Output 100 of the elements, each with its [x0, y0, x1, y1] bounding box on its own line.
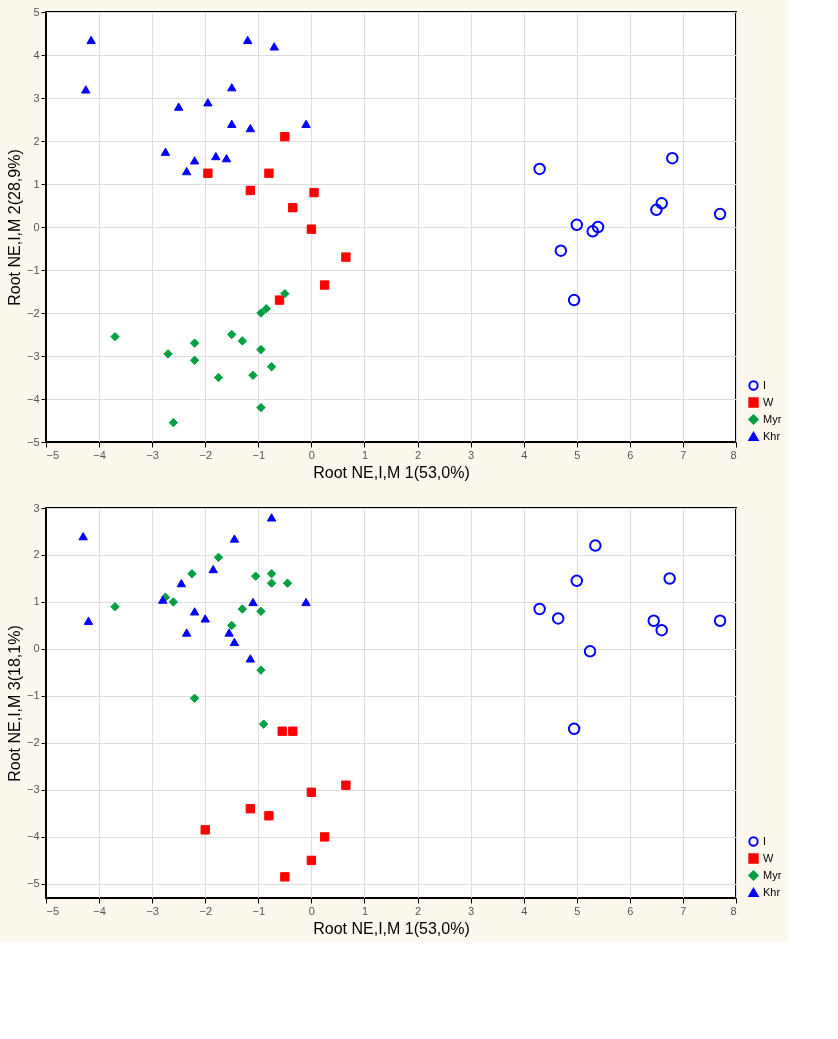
point — [713, 614, 727, 627]
point — [81, 85, 91, 94]
y-tick-label: 1 — [33, 177, 40, 190]
y-tick-label: 5 — [33, 5, 40, 18]
point — [221, 154, 232, 163]
point — [666, 151, 679, 165]
y-tick-label: −2 — [26, 306, 40, 319]
point — [227, 83, 237, 92]
point — [655, 197, 668, 210]
x-tick-label: 3 — [468, 904, 475, 917]
point — [274, 295, 285, 305]
x-tick-label: 7 — [680, 448, 687, 461]
y-tick-label: 0 — [33, 220, 40, 233]
point — [288, 726, 298, 736]
point — [211, 151, 221, 161]
point — [189, 156, 200, 165]
x-tick-label: 0 — [308, 448, 315, 461]
point — [306, 855, 317, 866]
point — [266, 578, 277, 588]
legend-label: I — [763, 378, 767, 391]
point — [533, 602, 546, 616]
legend-label: W — [763, 851, 774, 864]
x-tick-label: 6 — [627, 448, 634, 461]
point — [301, 119, 311, 128]
y-tick-label: −3 — [26, 349, 40, 362]
point — [256, 402, 266, 413]
point — [176, 579, 187, 588]
point — [213, 372, 224, 383]
point — [264, 811, 274, 821]
x-tick-label: 2 — [414, 904, 422, 917]
point — [589, 539, 602, 552]
point — [280, 288, 290, 299]
point — [650, 203, 663, 217]
point — [227, 329, 237, 340]
x-tick-label: 4 — [521, 448, 528, 461]
point — [280, 132, 290, 142]
point — [78, 532, 88, 541]
point — [261, 304, 271, 314]
point — [237, 336, 248, 346]
point — [168, 417, 179, 428]
point — [227, 620, 237, 631]
point — [181, 628, 192, 637]
point — [174, 102, 184, 111]
point — [341, 780, 351, 790]
point — [319, 832, 330, 842]
point — [245, 185, 256, 196]
y-tick-label: 1 — [33, 595, 40, 608]
x-tick-label: 4 — [521, 904, 528, 917]
point — [189, 607, 200, 616]
x-tick-label: 6 — [627, 904, 634, 917]
legend-label: Khr — [763, 429, 781, 442]
point — [200, 825, 210, 835]
point — [160, 147, 171, 156]
point — [586, 225, 599, 238]
point — [280, 872, 290, 882]
point — [269, 42, 279, 51]
point — [189, 355, 200, 365]
y-tick-label: 0 — [33, 642, 40, 655]
point — [266, 362, 277, 372]
legend-label: I — [763, 834, 767, 847]
point — [591, 220, 605, 234]
y-axis-title: Root NE,I,M 3(18,1%) — [5, 625, 23, 782]
point — [243, 35, 253, 45]
x-axis-title: Root NE,I,M 1(53,0%) — [313, 919, 470, 937]
point — [551, 612, 565, 625]
y-tick-label: 4 — [33, 48, 40, 61]
point — [713, 207, 727, 221]
point — [203, 168, 213, 178]
y-tick-label: −2 — [26, 736, 40, 749]
point — [227, 119, 237, 128]
legend-label: Myr — [763, 412, 782, 425]
y-tick-label: −3 — [26, 783, 40, 796]
point — [647, 614, 660, 627]
y-tick-label: 3 — [33, 91, 40, 104]
point — [83, 616, 94, 625]
point — [306, 787, 317, 797]
point — [288, 202, 298, 213]
point — [663, 572, 676, 585]
x-tick-label: −4 — [93, 904, 106, 917]
point — [208, 564, 218, 574]
point — [533, 162, 546, 176]
x-tick-label: 0 — [308, 904, 315, 917]
point — [224, 628, 234, 637]
x-tick-label: −2 — [199, 904, 212, 917]
point — [256, 344, 266, 355]
point — [301, 597, 311, 607]
point — [213, 552, 224, 563]
x-tick-label: 3 — [468, 448, 475, 461]
x-tick-label: 7 — [680, 904, 687, 917]
point — [110, 601, 120, 612]
point — [245, 804, 256, 814]
point — [189, 693, 200, 703]
y-tick-label: −4 — [26, 830, 40, 843]
point — [266, 513, 277, 522]
point — [229, 637, 240, 647]
x-tick-label: 5 — [574, 448, 581, 461]
point — [570, 574, 584, 588]
point — [256, 606, 266, 617]
legend-label: Myr — [763, 868, 782, 881]
x-tick-label: 1 — [361, 448, 369, 461]
